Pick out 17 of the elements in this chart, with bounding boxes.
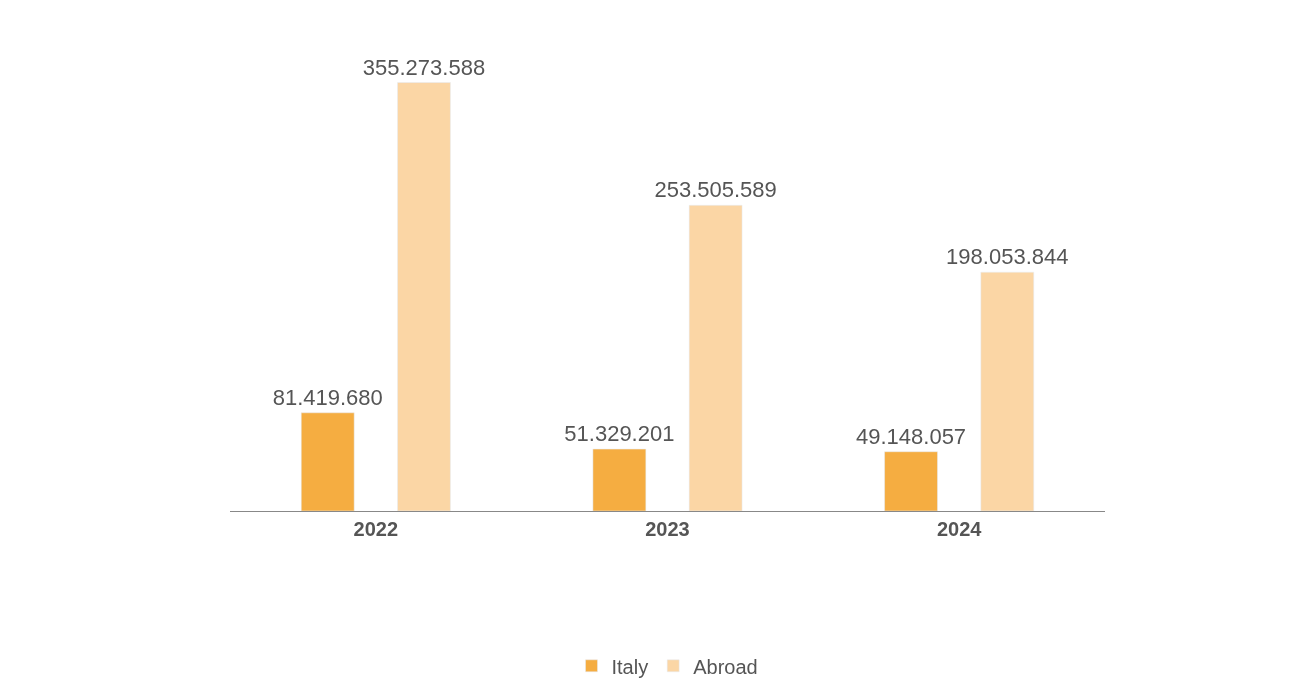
x-tick-label: 2022 — [353, 518, 399, 540]
legend-label: Abroad — [693, 655, 758, 678]
data-label: 198.053.844 — [946, 244, 1069, 270]
x-tick-label: 2023 — [645, 518, 690, 540]
data-label: 355.273.588 — [362, 54, 486, 80]
bar — [884, 451, 938, 511]
bar — [592, 448, 647, 511]
legend-label: Italy — [611, 655, 649, 678]
x-tick-label: 2024 — [936, 518, 983, 540]
data-label: 51.329.201 — [564, 421, 675, 447]
bar — [397, 82, 451, 511]
data-label: 81.419.680 — [272, 384, 383, 410]
data-label: 253.505.589 — [654, 177, 777, 203]
bar — [688, 205, 743, 511]
bar — [300, 412, 355, 511]
data-label: 49.148.057 — [855, 423, 967, 449]
bar — [980, 271, 1035, 511]
